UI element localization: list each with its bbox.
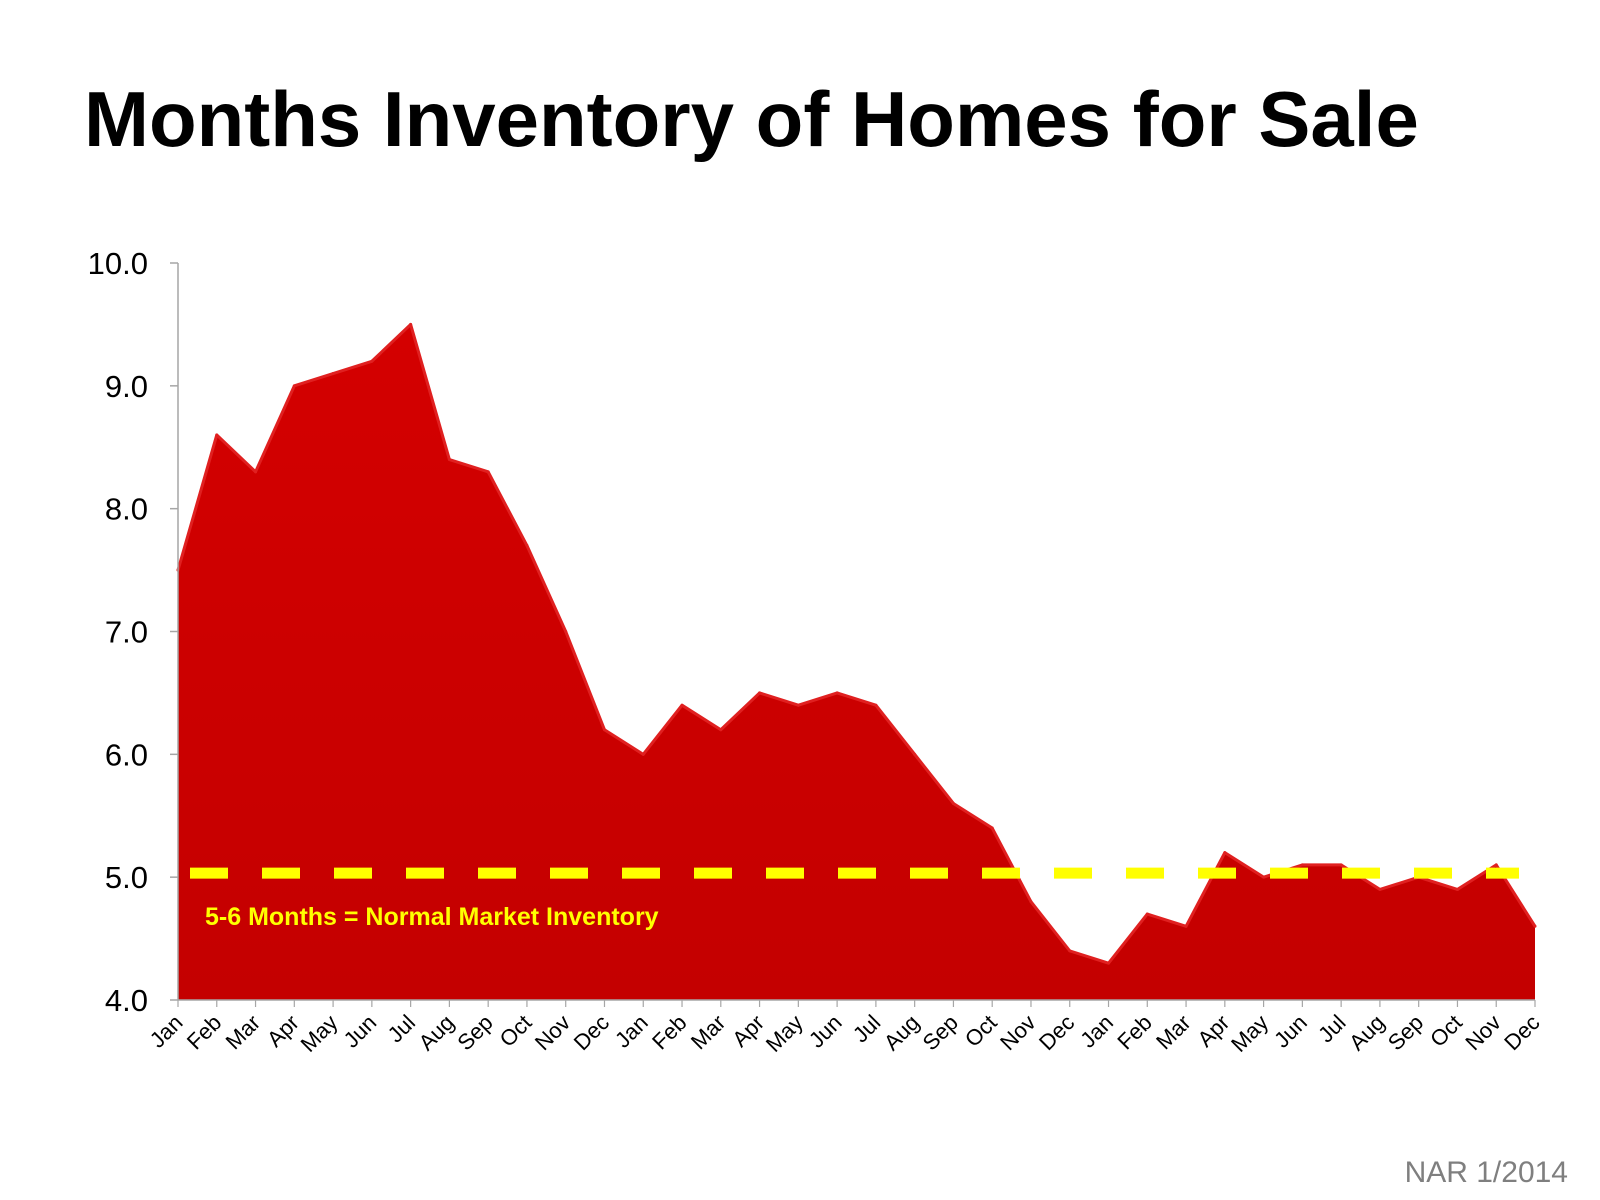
data-point — [525, 544, 529, 548]
data-point — [796, 703, 800, 707]
x-tick-label: Jun — [804, 1010, 847, 1053]
area-layer — [176, 322, 1537, 1000]
x-tick-label: Sep — [452, 1010, 497, 1055]
x-tick-label: Oct — [495, 1010, 537, 1052]
x-tick-label: Jun — [339, 1010, 382, 1053]
x-tick-label: Oct — [960, 1010, 1002, 1052]
data-point — [409, 322, 413, 326]
data-point — [1223, 851, 1227, 855]
reference-label: 5-6 Months = Normal Market Inventory — [205, 903, 659, 931]
data-point — [835, 691, 839, 695]
y-tick-label: 4.0 — [105, 983, 148, 1018]
x-tick-label: May — [1226, 1010, 1273, 1057]
x-tick-label: Sep — [918, 1010, 963, 1055]
x-tick-label: Feb — [647, 1010, 691, 1054]
chart-title: Months Inventory of Homes for Sale — [84, 75, 1419, 163]
x-tick-label: Mar — [1151, 1010, 1195, 1054]
data-point — [719, 728, 723, 732]
x-tick-label: Jan — [610, 1010, 653, 1053]
x-tick-label: Nov — [995, 1010, 1040, 1055]
y-tick-label: 6.0 — [105, 737, 148, 772]
data-point — [486, 470, 490, 474]
x-tick-label: Nov — [530, 1010, 575, 1055]
x-tick-label: Apr — [1192, 1010, 1234, 1052]
data-point — [215, 433, 219, 437]
x-tick-label: Apr — [262, 1010, 304, 1052]
x-tick-label: Sep — [1383, 1010, 1428, 1055]
y-tick-label: 10.0 — [88, 246, 148, 281]
x-tick-label: Dec — [1034, 1010, 1079, 1055]
inventory-area — [178, 324, 1535, 1000]
data-point — [1068, 949, 1072, 953]
data-point — [564, 630, 568, 633]
data-point — [331, 372, 335, 376]
data-point — [758, 691, 762, 695]
x-tick-label: Jul — [383, 1010, 421, 1048]
x-tick-label: Mar — [221, 1010, 265, 1054]
data-point — [292, 384, 296, 388]
data-point — [1262, 875, 1266, 879]
x-tick-label: Oct — [1425, 1010, 1467, 1052]
y-tick-label: 9.0 — [105, 369, 148, 404]
inventory-area-edge — [176, 322, 1537, 965]
data-point — [913, 752, 917, 756]
data-point — [1029, 900, 1033, 904]
data-point — [1339, 863, 1343, 867]
data-point — [254, 470, 258, 474]
data-point — [1455, 887, 1459, 891]
data-point — [680, 703, 684, 707]
x-tick-label: May — [296, 1010, 343, 1057]
x-tick-label: Nov — [1460, 1010, 1505, 1055]
data-point — [370, 359, 374, 363]
x-tick-label: Jul — [1313, 1010, 1351, 1048]
x-tick-label: Aug — [1344, 1010, 1389, 1055]
x-tick-label: Mar — [686, 1010, 730, 1054]
data-point — [990, 826, 994, 830]
data-point — [1107, 961, 1111, 965]
data-point — [602, 728, 606, 732]
x-tick-label: Dec — [569, 1010, 614, 1055]
x-tick-label: Jan — [1075, 1010, 1118, 1053]
y-tick-label: 5.0 — [105, 860, 148, 895]
x-tick-label: May — [761, 1010, 808, 1057]
data-point — [1533, 924, 1537, 928]
x-tick-label: Jan — [145, 1010, 188, 1053]
data-point — [951, 801, 955, 805]
x-tick-label: Feb — [1112, 1010, 1156, 1054]
y-tick-label: 8.0 — [105, 492, 148, 527]
data-point — [1378, 887, 1382, 891]
data-point — [1494, 863, 1498, 867]
x-tick-label: Dec — [1499, 1010, 1544, 1055]
data-point — [447, 458, 451, 462]
data-point — [1300, 863, 1304, 867]
x-tick-label: Feb — [182, 1010, 226, 1054]
x-tick-label: Aug — [879, 1010, 924, 1055]
y-tick-label: 7.0 — [105, 615, 148, 650]
x-tick-label: Jul — [848, 1010, 886, 1048]
x-tick-label: Jun — [1269, 1010, 1312, 1053]
reference-layer: 5-6 Months = Normal Market Inventory — [190, 867, 1519, 931]
data-point — [1184, 924, 1188, 928]
x-tick-label: Aug — [414, 1010, 459, 1055]
data-point — [641, 752, 645, 756]
source-note: NAR 1/2014 — [1404, 1156, 1568, 1189]
data-point — [1145, 912, 1149, 916]
data-point — [874, 703, 878, 707]
x-tick-label: Apr — [727, 1010, 769, 1052]
